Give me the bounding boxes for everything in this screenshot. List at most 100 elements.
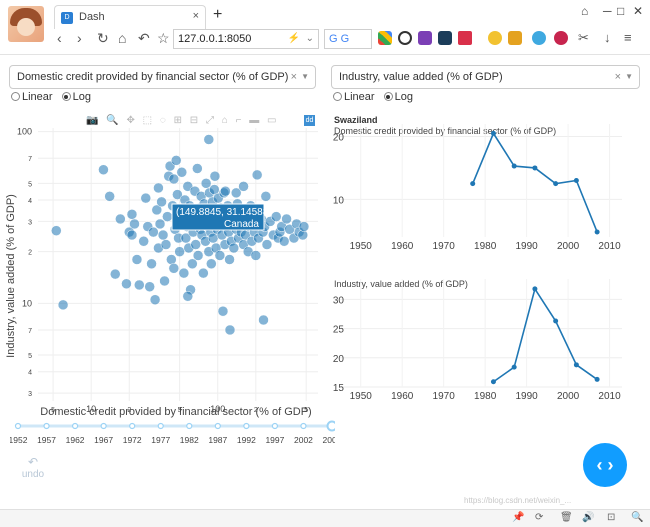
pin-icon[interactable]: 📌 <box>512 512 525 523</box>
radio-log-left[interactable] <box>61 92 71 101</box>
data-point <box>217 305 229 317</box>
series-point <box>573 362 579 368</box>
apps-icon[interactable] <box>378 31 392 45</box>
extension-icon[interactable] <box>508 31 522 45</box>
camera-icon[interactable]: 📷 <box>86 115 99 126</box>
back-icon[interactable]: ‹ <box>57 30 62 46</box>
radio-linear-right[interactable] <box>333 92 342 101</box>
menu-icon[interactable]: ≡ <box>624 30 632 45</box>
data-point <box>174 246 185 257</box>
lightning-icon[interactable]: ⚡ <box>287 33 300 44</box>
search-engine-box[interactable]: G G <box>324 29 372 49</box>
speaker-icon[interactable]: 🔊 <box>582 512 595 523</box>
forward-icon[interactable]: › <box>77 30 82 46</box>
undo-close-icon[interactable]: ↶ <box>138 30 150 46</box>
new-tab-button[interactable]: + <box>213 6 223 23</box>
shirt-icon[interactable]: ⌂ <box>581 4 589 18</box>
bookmark-star-icon[interactable]: ☆ <box>157 30 170 46</box>
crossfilter-scatter-plot[interactable]: 5 10 2 5 100 2 5 3 4 5 7 10 2 3 4 5 7 100 (149.8845, 31.1… <box>0 118 330 423</box>
radio-linear-left[interactable] <box>11 92 20 101</box>
data-point <box>148 226 159 238</box>
radio-log-right[interactable] <box>383 92 393 101</box>
x-tick-label: 2 <box>127 407 131 414</box>
chevron-down-icon[interactable]: ▼ <box>625 72 633 81</box>
scissors-icon[interactable]: ✂ <box>578 30 589 45</box>
series-point <box>470 181 476 187</box>
data-point <box>190 239 201 250</box>
eye-icon[interactable] <box>488 31 502 45</box>
data-point <box>160 239 172 250</box>
address-bar[interactable]: 127.0.0.1:8050 ⚡ ⌄ <box>173 29 319 49</box>
data-point <box>251 169 263 181</box>
autoscale-icon[interactable]: ⤢ <box>205 115 214 126</box>
onenote-icon[interactable] <box>418 31 432 45</box>
data-point <box>146 258 157 270</box>
slider-mark-label: 1997 <box>265 435 284 445</box>
left-indicator-dropdown[interactable]: Domestic credit provided by financial se… <box>9 65 316 89</box>
plot-modebar: 📷 🔍 ✥ ⬚ ◌ ⊞ ⊟ ⤢ ⌂ ⌐ ▬ ▭ <box>86 115 281 129</box>
data-point <box>159 275 170 287</box>
maximize-icon[interactable]: □ <box>617 4 625 18</box>
plotly-logo-icon[interactable]: dd <box>304 115 315 126</box>
zoom-status-icon[interactable]: ⊡ <box>607 512 616 523</box>
data-point <box>172 189 183 200</box>
hover-closest-icon[interactable]: ▬ <box>249 115 260 126</box>
y-tick-label: 30 <box>333 295 345 306</box>
close-window-icon[interactable]: ✕ <box>633 4 644 18</box>
slider-dot <box>100 422 107 430</box>
time-series-subtitle: Domestic credit provided by financial se… <box>334 126 556 136</box>
clear-icon[interactable]: × <box>290 71 297 83</box>
megaphone-icon[interactable] <box>458 31 472 45</box>
trash-icon[interactable]: 🗑 <box>560 512 573 523</box>
minimize-icon[interactable]: ─ <box>603 4 612 18</box>
x-axis-title: Domestic credit provided by financial se… <box>40 406 311 418</box>
data-point <box>250 250 262 261</box>
home-icon[interactable]: ⌂ <box>118 30 127 46</box>
color-wheel-icon[interactable] <box>554 31 568 45</box>
dash-favicon-icon: D <box>61 12 73 24</box>
reset-axes-icon[interactable]: ⌂ <box>221 115 228 126</box>
x-time-series-chart[interactable]: Swaziland Domestic credit provided by fi… <box>322 112 642 267</box>
y-time-series-chart[interactable]: Industry, value added (% of GDP) 15 20 25 3… <box>322 275 642 415</box>
reload-icon[interactable]: ↻ <box>97 30 109 46</box>
year-slider[interactable]: 1952 1957 1962 1967 1972 1977 1982 1987 1992 1997… <box>9 418 342 448</box>
slider-mark-label: 1967 <box>94 435 113 445</box>
y-tick-label: 10 <box>22 298 32 308</box>
address-dropdown-icon[interactable]: ⌄ <box>305 33 314 44</box>
slider-mark-label: 1972 <box>123 435 142 445</box>
data-point <box>168 173 180 185</box>
undo-button[interactable]: ↶ undo <box>19 455 47 480</box>
hover-compare-icon[interactable]: ▭ <box>266 115 277 126</box>
data-point <box>206 258 217 270</box>
search-status-icon[interactable]: 🔍 <box>631 512 644 523</box>
y-tick-label: 15 <box>333 383 345 394</box>
y-tick-label: 4 <box>28 370 32 377</box>
left-dropdown-value: Domestic credit provided by financial se… <box>17 71 289 83</box>
data-point <box>166 254 177 265</box>
data-point <box>260 191 272 202</box>
data-point <box>224 254 235 265</box>
compass-icon[interactable] <box>532 31 546 45</box>
right-indicator-dropdown[interactable]: Industry, value added (% of GDP) × ▼ <box>331 65 640 89</box>
cube-icon[interactable] <box>438 31 452 45</box>
browser-tab[interactable]: D Dash × <box>54 5 206 29</box>
check-icon[interactable] <box>398 31 412 45</box>
pan-icon[interactable]: ✥ <box>126 115 135 126</box>
data-point <box>187 258 198 270</box>
box-select-icon[interactable]: ⬚ <box>142 115 153 126</box>
series-point <box>511 364 517 370</box>
refresh-status-icon[interactable]: ⟳ <box>535 512 544 523</box>
lasso-icon[interactable]: ◌ <box>159 115 166 126</box>
zoom-icon[interactable]: 🔍 <box>106 115 119 126</box>
clear-icon[interactable]: × <box>614 71 621 83</box>
dash-debug-button[interactable]: ‹ › <box>583 443 627 487</box>
zoom-out-icon[interactable]: ⊟ <box>189 115 199 126</box>
download-icon[interactable]: ↓ <box>604 30 611 45</box>
series-point <box>553 181 559 187</box>
profile-avatar[interactable] <box>8 6 44 42</box>
spike-lines-icon[interactable]: ⌐ <box>235 115 242 126</box>
data-point <box>156 196 167 208</box>
tab-close-icon[interactable]: × <box>192 10 199 22</box>
chevron-down-icon[interactable]: ▼ <box>301 72 309 81</box>
zoom-in-icon[interactable]: ⊞ <box>173 115 182 126</box>
